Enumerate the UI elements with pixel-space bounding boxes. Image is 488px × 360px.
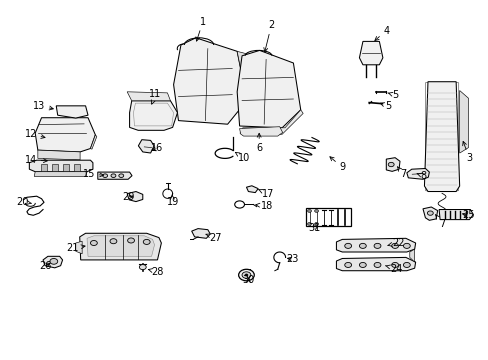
Polygon shape — [237, 51, 251, 102]
Text: 1: 1 — [196, 17, 205, 41]
Text: 7: 7 — [435, 215, 445, 229]
Polygon shape — [87, 236, 154, 256]
Text: 2: 2 — [264, 20, 274, 52]
Circle shape — [102, 174, 107, 177]
Text: 18: 18 — [255, 201, 273, 211]
Text: 27: 27 — [205, 233, 221, 243]
Circle shape — [403, 243, 409, 248]
Polygon shape — [359, 41, 382, 65]
Circle shape — [359, 262, 366, 267]
Polygon shape — [129, 101, 177, 130]
Circle shape — [391, 243, 398, 248]
Text: 16: 16 — [151, 143, 163, 153]
Polygon shape — [239, 127, 282, 136]
Circle shape — [90, 240, 97, 246]
Polygon shape — [386, 158, 399, 171]
Text: 25: 25 — [461, 210, 474, 220]
Circle shape — [373, 262, 380, 267]
Circle shape — [387, 162, 393, 167]
Polygon shape — [424, 82, 459, 192]
Polygon shape — [336, 257, 415, 271]
Polygon shape — [191, 229, 210, 238]
Polygon shape — [409, 249, 414, 262]
Polygon shape — [52, 164, 58, 171]
Polygon shape — [422, 207, 437, 220]
Circle shape — [344, 262, 351, 267]
Text: 4: 4 — [374, 26, 388, 41]
Polygon shape — [80, 233, 161, 260]
Polygon shape — [240, 110, 303, 134]
Text: 24: 24 — [385, 264, 402, 274]
Text: 22: 22 — [387, 238, 404, 248]
Polygon shape — [438, 210, 472, 220]
Text: 12: 12 — [24, 129, 45, 139]
Circle shape — [403, 262, 409, 267]
Polygon shape — [138, 140, 154, 153]
Text: 9: 9 — [329, 157, 345, 172]
Polygon shape — [63, 164, 69, 171]
Polygon shape — [43, 256, 62, 268]
Text: 21: 21 — [66, 243, 85, 253]
Polygon shape — [246, 186, 258, 193]
Circle shape — [373, 243, 380, 248]
Circle shape — [143, 239, 150, 244]
Circle shape — [110, 239, 117, 244]
Text: 20: 20 — [16, 197, 31, 207]
Text: 15: 15 — [82, 169, 103, 179]
Polygon shape — [90, 135, 97, 149]
Polygon shape — [336, 238, 415, 252]
Text: 31: 31 — [308, 222, 321, 233]
Text: 5: 5 — [380, 101, 391, 111]
Polygon shape — [98, 172, 132, 179]
Circle shape — [427, 211, 432, 215]
Circle shape — [139, 265, 146, 270]
Text: 10: 10 — [235, 152, 250, 163]
Polygon shape — [76, 241, 82, 254]
Circle shape — [391, 262, 398, 267]
Circle shape — [238, 269, 254, 281]
Polygon shape — [74, 164, 80, 171]
Text: 28: 28 — [148, 267, 163, 277]
Text: 26: 26 — [39, 261, 51, 271]
Text: 8: 8 — [416, 171, 425, 181]
Text: 19: 19 — [166, 194, 179, 207]
Circle shape — [111, 174, 116, 177]
Polygon shape — [38, 150, 80, 160]
Text: 7: 7 — [397, 167, 406, 179]
Circle shape — [307, 210, 311, 212]
Text: 11: 11 — [149, 89, 162, 104]
Bar — [305, 208, 350, 226]
Circle shape — [344, 243, 351, 248]
Polygon shape — [35, 118, 95, 152]
Text: 13: 13 — [33, 101, 53, 111]
Circle shape — [244, 274, 247, 276]
Text: 14: 14 — [24, 155, 47, 165]
Text: 6: 6 — [256, 133, 262, 153]
Text: 3: 3 — [462, 141, 471, 163]
Circle shape — [127, 238, 134, 243]
Circle shape — [314, 210, 318, 212]
Polygon shape — [459, 90, 468, 153]
Text: 23: 23 — [285, 254, 298, 264]
Polygon shape — [41, 164, 47, 171]
Polygon shape — [29, 160, 93, 172]
Polygon shape — [237, 50, 300, 128]
Text: 30: 30 — [242, 275, 254, 285]
Text: 5: 5 — [387, 90, 397, 100]
Circle shape — [307, 222, 311, 225]
Circle shape — [50, 258, 58, 264]
Circle shape — [119, 174, 123, 177]
Text: 29: 29 — [122, 192, 134, 202]
Polygon shape — [56, 106, 88, 118]
Circle shape — [242, 272, 250, 278]
Polygon shape — [34, 172, 87, 176]
Polygon shape — [173, 38, 246, 124]
Text: 17: 17 — [258, 189, 274, 199]
Circle shape — [359, 243, 366, 248]
Polygon shape — [127, 192, 142, 202]
Circle shape — [314, 222, 318, 225]
Polygon shape — [127, 92, 170, 101]
Polygon shape — [406, 168, 428, 179]
